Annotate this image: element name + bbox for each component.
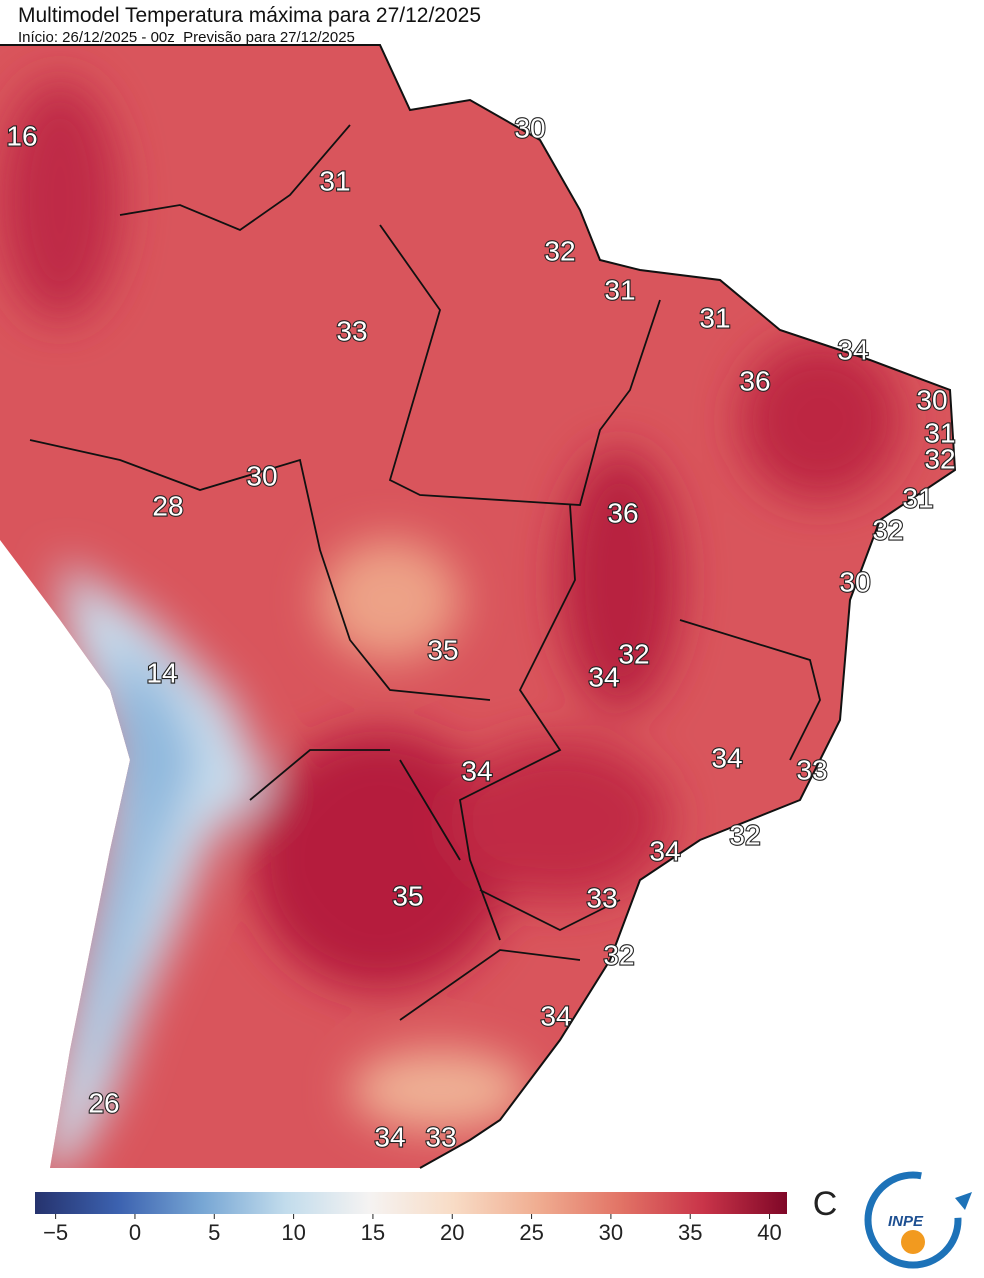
- logo: INPE: [864, 1171, 972, 1269]
- temperature-label: 32: [924, 443, 955, 474]
- colorbar-ticks: −5 0 5 10 15 20 25 30 35 40: [43, 1214, 782, 1245]
- temperature-label: 32: [729, 819, 760, 850]
- temperature-label: 31: [319, 165, 350, 196]
- map-subtitle: Início: 26/12/2025 - 00z Previsão para 2…: [18, 29, 355, 46]
- temperature-label: 14: [146, 657, 177, 688]
- temperature-label: 26: [88, 1087, 119, 1118]
- colorbar-tick-label: 15: [361, 1220, 385, 1245]
- temperature-label: 32: [544, 235, 575, 266]
- state-borders: [29, 124, 821, 1021]
- logo-text: INPE: [888, 1213, 924, 1230]
- colorbar-tick-label: 30: [599, 1220, 623, 1245]
- temperature-label: 36: [739, 365, 770, 396]
- temperature-label: 35: [392, 880, 423, 911]
- temperature-label: 31: [699, 302, 730, 333]
- temperature-label: 32: [872, 514, 903, 545]
- temperature-label: 33: [586, 882, 617, 913]
- temperature-label: 34: [649, 835, 680, 866]
- temperature-label: 34: [588, 661, 619, 692]
- colorbar-tick-label: 0: [129, 1220, 141, 1245]
- temperature-label: 34: [837, 334, 868, 365]
- temperature-label: 33: [336, 315, 367, 346]
- temperature-label: 36: [607, 497, 638, 528]
- temperature-label: 33: [425, 1121, 456, 1152]
- temperature-label: 16: [6, 120, 37, 151]
- colorbar: [35, 1192, 787, 1214]
- temperature-label: 34: [540, 1000, 571, 1031]
- colorbar-tick-label: 10: [281, 1220, 305, 1245]
- colorbar-tick-label: −5: [43, 1220, 68, 1245]
- temperature-label: 34: [711, 742, 742, 773]
- temperature-label: 35: [427, 634, 458, 665]
- temperature-label: 33: [796, 754, 827, 785]
- temperature-label: 34: [374, 1121, 405, 1152]
- temperature-label: 28: [152, 490, 183, 521]
- temperature-label: 30: [839, 566, 870, 597]
- temperature-label: 30: [916, 384, 947, 415]
- coastline: [0, 44, 957, 1169]
- temperature-label: 31: [924, 417, 955, 448]
- map-field: [0, 45, 955, 1168]
- temperature-label: 32: [603, 939, 634, 970]
- map-title: Multimodel Temperatura máxima para 27/12…: [18, 4, 481, 27]
- temperature-label: 31: [604, 274, 635, 305]
- colorbar-tick-label: 35: [678, 1220, 702, 1245]
- colorbar-tick-label: 20: [440, 1220, 464, 1245]
- temperature-label: 32: [618, 638, 649, 669]
- colorbar-tick-label: 40: [757, 1220, 781, 1245]
- colorbar-tick-label: 25: [519, 1220, 543, 1245]
- temperature-label: 34: [461, 755, 492, 786]
- temperature-label: 30: [246, 460, 277, 491]
- colorbar-unit: C: [813, 1185, 838, 1223]
- temperature-label: 31: [902, 482, 933, 513]
- temperature-label: 30: [514, 112, 545, 143]
- colorbar-tick-label: 5: [208, 1220, 220, 1245]
